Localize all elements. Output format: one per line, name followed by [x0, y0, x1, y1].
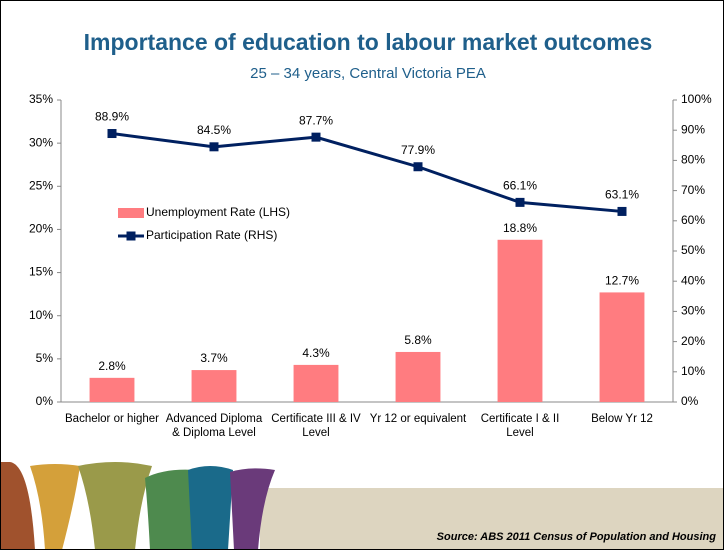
y2-tick-label: 0%	[681, 394, 699, 408]
y2-tick-label: 60%	[681, 213, 705, 227]
y2-tick-label: 40%	[681, 273, 705, 287]
y2-tick-label: 30%	[681, 304, 705, 318]
line-value-label: 84.5%	[197, 123, 231, 137]
x-tick-label: Certificate I & II Level	[480, 413, 560, 439]
line-marker	[209, 142, 219, 152]
bar-value-label: 18.8%	[503, 221, 537, 235]
bar	[395, 351, 441, 402]
bar	[599, 292, 645, 402]
y2-tick-label: 90%	[681, 122, 705, 136]
y2-tick-label: 80%	[681, 153, 705, 167]
x-tick-label: Advanced Diploma & Diploma Level	[165, 413, 263, 439]
chart-title: Importance of education to labour market…	[84, 29, 653, 55]
line-marker	[515, 197, 525, 207]
y-tick-label: 0%	[36, 394, 54, 408]
line-value-label: 87.7%	[299, 113, 333, 127]
bar	[497, 239, 543, 402]
x-tick-label: Yr 12 or equivalent	[369, 413, 467, 425]
y2-tick-label: 10%	[681, 364, 705, 378]
line-marker	[311, 132, 321, 142]
line-marker	[617, 206, 627, 216]
bar-value-label: 4.3%	[302, 346, 330, 360]
bar	[89, 377, 135, 402]
bar	[191, 370, 237, 402]
line-value-label: 63.1%	[605, 188, 639, 202]
y-tick-label: 35%	[29, 92, 53, 106]
source-note: Source: ABS 2011 Census of Population an…	[437, 531, 717, 543]
y-tick-label: 25%	[29, 178, 53, 192]
legend-marker	[126, 231, 136, 241]
line-value-label: 66.1%	[503, 179, 537, 193]
x-tick-label: Bachelor or higher	[65, 413, 159, 425]
bar-value-label: 5.8%	[404, 333, 432, 347]
y2-tick-label: 20%	[681, 334, 705, 348]
y-tick-label: 5%	[36, 351, 54, 365]
line-marker	[107, 129, 117, 139]
y-tick-label: 30%	[29, 135, 53, 149]
y2-tick-label: 70%	[681, 183, 705, 197]
y-tick-label: 20%	[29, 222, 53, 236]
legend-label: Unemployment Rate (LHS)	[146, 205, 290, 219]
line	[111, 132, 623, 213]
bar-value-label: 3.7%	[200, 351, 228, 365]
chart-subtitle: 25 – 34 years, Central Victoria PEA	[250, 65, 486, 82]
bar	[293, 364, 339, 402]
bar-value-label: 12.7%	[605, 274, 639, 288]
x-tick-label: Certificate III & IV Level	[271, 413, 361, 439]
y2-tick-label: 50%	[681, 243, 705, 257]
bar-value-label: 2.8%	[98, 359, 126, 373]
x-tick-label: Below Yr 12	[591, 413, 653, 425]
y-tick-label: 15%	[29, 265, 53, 279]
legend-swatch	[118, 208, 144, 218]
legend-label: Participation Rate (RHS)	[146, 228, 277, 242]
footer-decoration	[0, 462, 724, 550]
line-marker	[413, 162, 423, 172]
y2-tick-label: 100%	[681, 92, 712, 106]
line-value-label: 88.9%	[95, 110, 129, 124]
line-value-label: 77.9%	[401, 143, 435, 157]
y-tick-label: 10%	[29, 308, 53, 322]
